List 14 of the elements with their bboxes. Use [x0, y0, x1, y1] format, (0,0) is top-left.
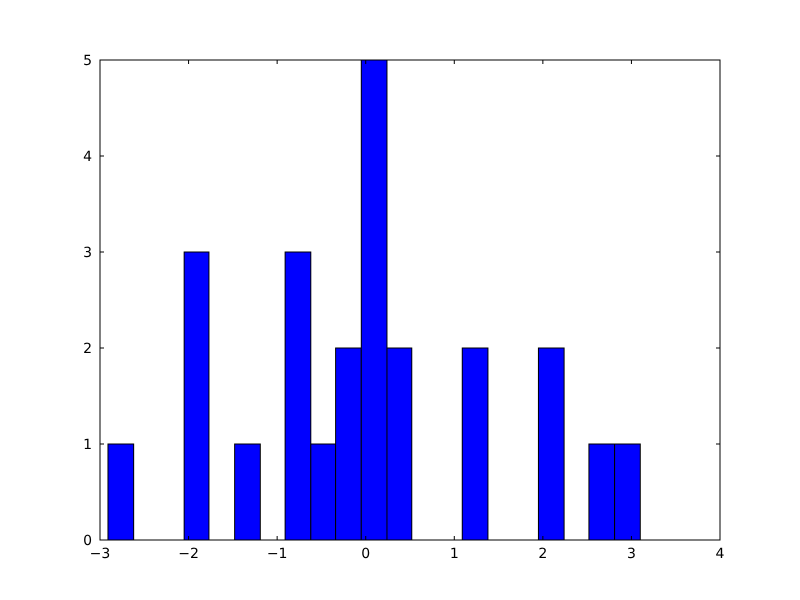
x-tick-label: −3: [90, 546, 110, 562]
x-tick-label: 2: [538, 546, 548, 562]
y-tick-label: 4: [83, 149, 92, 165]
y-tick-label: 0: [83, 533, 92, 549]
x-tick-label: 1: [450, 546, 459, 562]
y-tick-label: 1: [83, 437, 92, 453]
x-tick-label: 4: [716, 546, 725, 562]
y-tick-label: 3: [83, 245, 92, 261]
x-tick-label: −2: [178, 546, 199, 562]
y-tick-label: 5: [83, 53, 92, 69]
y-tick-label: 2: [83, 341, 92, 357]
x-tick-label: −1: [266, 546, 288, 562]
x-tick-label: 3: [626, 546, 636, 562]
x-tick-label: 0: [361, 546, 370, 562]
